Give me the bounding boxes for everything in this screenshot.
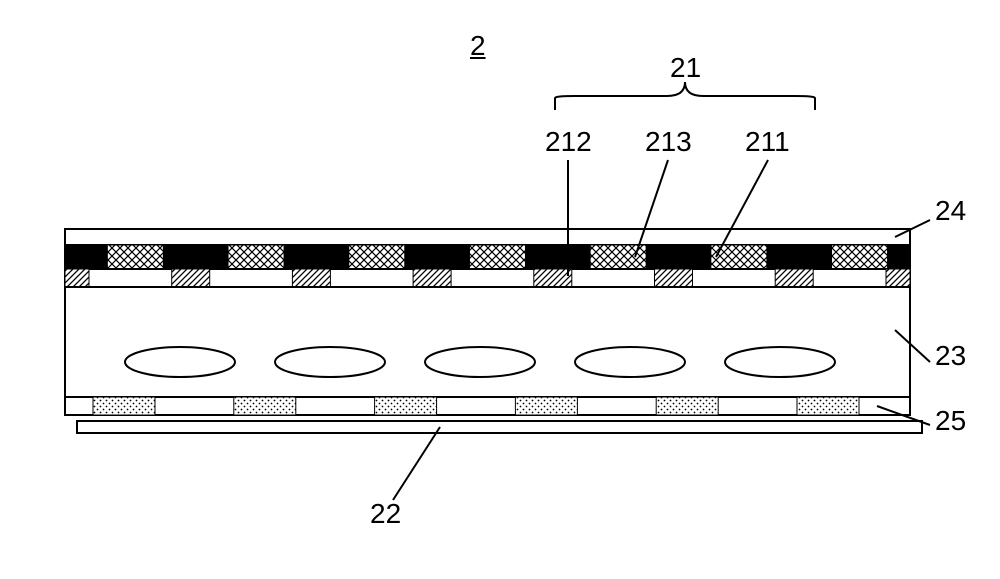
label-212: 212 bbox=[545, 126, 592, 158]
figure-number-label: 2 bbox=[470, 30, 486, 62]
label-211: 211 bbox=[745, 126, 790, 158]
group-label: 21 bbox=[670, 52, 701, 84]
label-213: 213 bbox=[645, 126, 692, 158]
label-23: 23 bbox=[935, 340, 966, 372]
diagram-svg bbox=[0, 0, 1000, 579]
label-24: 24 bbox=[935, 195, 966, 227]
label-22: 22 bbox=[370, 498, 401, 530]
label-25: 25 bbox=[935, 405, 966, 437]
